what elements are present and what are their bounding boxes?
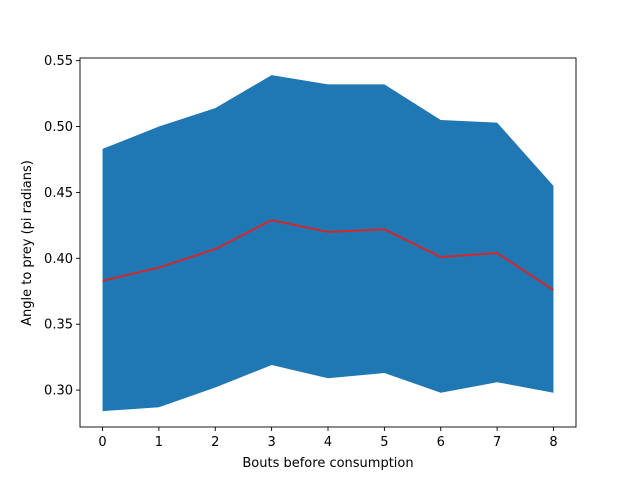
y-tick-label: 0.30 (44, 384, 73, 399)
x-tick-label: 4 (324, 435, 332, 450)
x-tick-label: 2 (211, 435, 219, 450)
mean-line (102, 219, 555, 291)
x-tick-label: 7 (493, 435, 501, 450)
y-tick-label: 0.40 (44, 252, 73, 267)
x-axis-title: Bouts before consumption (242, 456, 413, 471)
x-tick-label: 6 (437, 435, 445, 450)
x-tick-label: 8 (549, 435, 557, 450)
y-tick-label: 0.35 (44, 318, 73, 333)
mean-point (213, 247, 217, 251)
x-tick-label: 1 (155, 435, 163, 450)
y-tick-label: 0.45 (44, 186, 73, 201)
mean-point (101, 279, 105, 283)
confidence-band (102, 75, 554, 412)
plot-area (79, 57, 577, 428)
x-tick-label: 5 (380, 435, 388, 450)
y-tick-label: 0.50 (44, 120, 73, 135)
mean-point (326, 230, 330, 234)
y-tick-label: 0.55 (44, 54, 73, 69)
x-tick-label: 0 (98, 435, 106, 450)
x-axis: 0 1 2 3 4 5 6 7 8 (98, 427, 558, 450)
mean-point (157, 266, 161, 270)
mean-point (551, 288, 555, 292)
mean-point (495, 251, 499, 255)
y-axis: 0.30 0.35 0.40 0.45 0.50 0.55 (44, 54, 80, 399)
y-axis-title: Angle to prey (pi radians) (20, 160, 35, 326)
mean-point (439, 255, 443, 259)
x-tick-label: 3 (267, 435, 275, 450)
mean-point (270, 218, 274, 222)
mean-point (382, 227, 386, 231)
